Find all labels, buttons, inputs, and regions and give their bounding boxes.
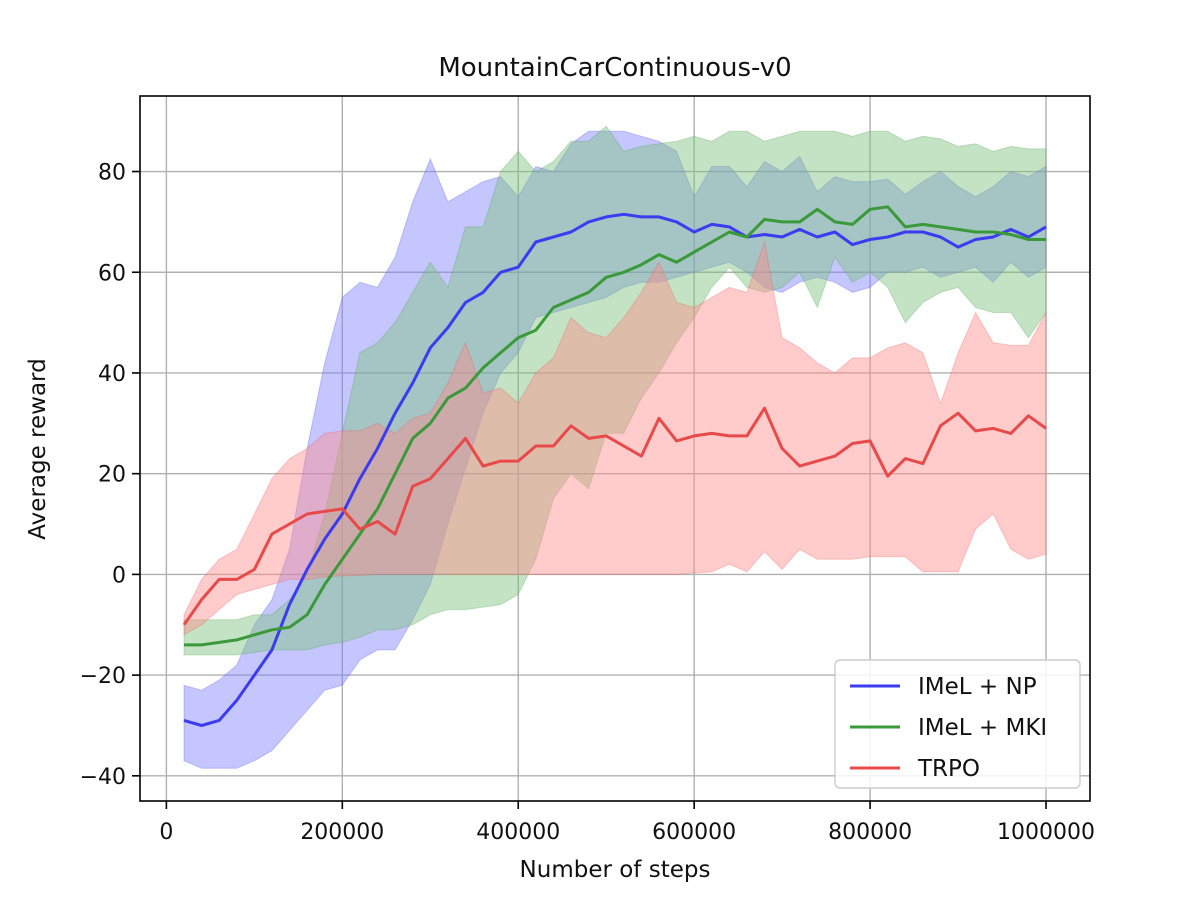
- series-lines: [182, 205, 1047, 727]
- grid-lines: [140, 96, 1090, 801]
- y-tick-label: 40: [98, 362, 126, 387]
- line-imel-np: [183, 212, 1047, 727]
- x-tick-label: 800000: [828, 820, 912, 845]
- y-axis-ticks: −40 −20 0 20 40 60 80: [80, 161, 140, 790]
- y-tick-label: 0: [112, 563, 126, 588]
- x-tick-label: 600000: [652, 820, 736, 845]
- legend: IMeL + NP IMeL + MKI TRPO: [834, 659, 1081, 789]
- y-tick-label: 80: [98, 161, 126, 186]
- legend-box: [834, 659, 1081, 789]
- chart-title: MountainCarContinuous-v0: [438, 53, 791, 83]
- y-tick-label: 60: [98, 261, 126, 286]
- y-tick-label: −40: [80, 765, 126, 790]
- line-imel-mki: [184, 205, 1046, 647]
- y-tick-label: −20: [80, 664, 126, 689]
- line-trpo: [182, 406, 1047, 626]
- y-tick-label: 20: [98, 463, 126, 488]
- plot-frame: [139, 95, 1091, 802]
- x-tick-label: 1000000: [997, 820, 1095, 845]
- legend-items: IMeL + NP IMeL + MKI TRPO: [850, 674, 1047, 782]
- y-axis-label: Average reward: [25, 358, 51, 539]
- legend-label: IMeL + MKI: [918, 715, 1047, 741]
- x-axis-ticks: 0 200000 400000 600000 800000 1000000: [159, 801, 1095, 845]
- x-tick-label: 400000: [476, 820, 560, 845]
- x-axis-label: Number of steps: [520, 857, 711, 883]
- legend-label: TRPO: [917, 756, 980, 782]
- band-imel-np: [183, 130, 1047, 769]
- legend-label: IMeL + NP: [918, 674, 1037, 700]
- x-tick-label: 200000: [300, 820, 384, 845]
- x-tick-label: 0: [159, 820, 173, 845]
